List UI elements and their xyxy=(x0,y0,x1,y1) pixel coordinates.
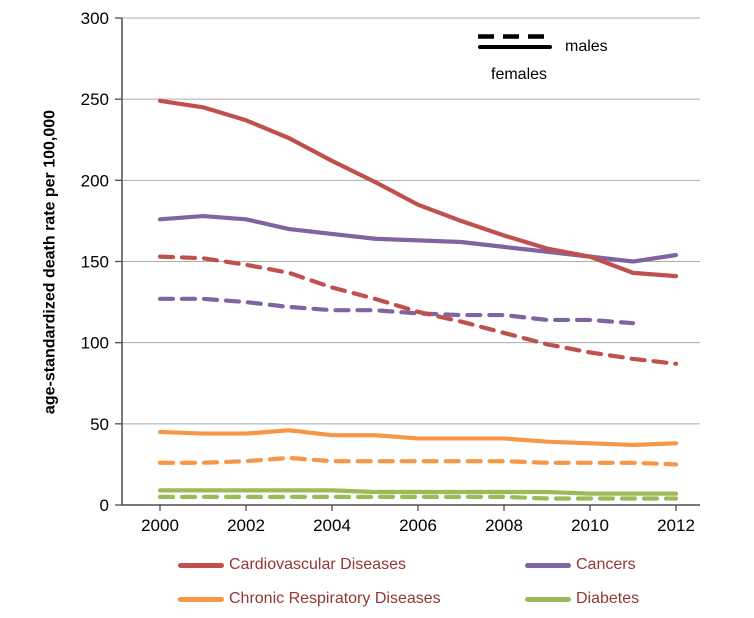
legend-label-cardiovascular: Cardiovascular Diseases xyxy=(229,556,406,573)
x-tick-label: 2008 xyxy=(485,516,523,535)
cancers-line-marker xyxy=(525,562,571,568)
series-line-chronic-respiratory-diseases-females xyxy=(157,455,679,467)
x-tick-label: 2000 xyxy=(141,516,179,535)
legend-label-males: males xyxy=(565,38,608,55)
y-tick-label: 0 xyxy=(100,496,109,515)
x-tick-label: 2012 xyxy=(657,516,695,535)
y-tick-label: 50 xyxy=(90,415,109,434)
y-tick-label: 250 xyxy=(81,90,109,109)
diabetes-line-marker xyxy=(525,596,571,602)
y-tick-label: 100 xyxy=(81,334,109,353)
x-tick-label: 2004 xyxy=(313,516,351,535)
x-tick-label: 2002 xyxy=(227,516,265,535)
x-tick-label: 2010 xyxy=(571,516,609,535)
cardiovascular-line-marker xyxy=(178,562,224,568)
legend-item-cardiovascular: Cardiovascular Diseases xyxy=(178,552,525,578)
series-line-diabetes-males xyxy=(157,488,679,496)
legend-label-females: females xyxy=(491,66,548,83)
legend-label-diabetes: Diabetes xyxy=(576,590,640,607)
legend-label-cancers: Cancers xyxy=(576,556,636,573)
legend-label-chronic-respiratory: Chronic Respiratory Diseases xyxy=(229,590,441,607)
y-tick-label: 150 xyxy=(81,253,109,272)
series-line-diabetes-females xyxy=(157,494,679,501)
legend-item-chronic-respiratory: Chronic Respiratory Diseases xyxy=(178,586,525,612)
solid-line-marker xyxy=(478,45,552,49)
y-tick-label: 200 xyxy=(81,171,109,190)
series-line-cancers-females xyxy=(157,296,636,326)
dashed-line-marker xyxy=(478,34,552,39)
legend-item-diabetes: Diabetes xyxy=(525,586,639,612)
y-axis-title: age-standardized death rate per 100,000 xyxy=(41,109,59,415)
series-line-chronic-respiratory-diseases-males xyxy=(157,428,679,448)
legend-item-cancers: Cancers xyxy=(525,552,639,578)
chronic-respiratory-line-marker xyxy=(178,596,224,602)
x-tick-label: 2006 xyxy=(399,516,437,535)
legend-item-males: males xyxy=(478,34,608,60)
sex-legend: males females xyxy=(478,34,608,88)
y-tick-label: 300 xyxy=(81,9,109,28)
series-line-cardiovascular-diseases-males xyxy=(157,98,679,279)
category-legend: Cardiovascular Diseases Cancers Chronic … xyxy=(178,552,639,612)
series-line-cardiovascular-diseases-females xyxy=(157,254,679,366)
series-line-cancers-males xyxy=(157,213,679,264)
legend-item-females: females xyxy=(478,34,608,88)
